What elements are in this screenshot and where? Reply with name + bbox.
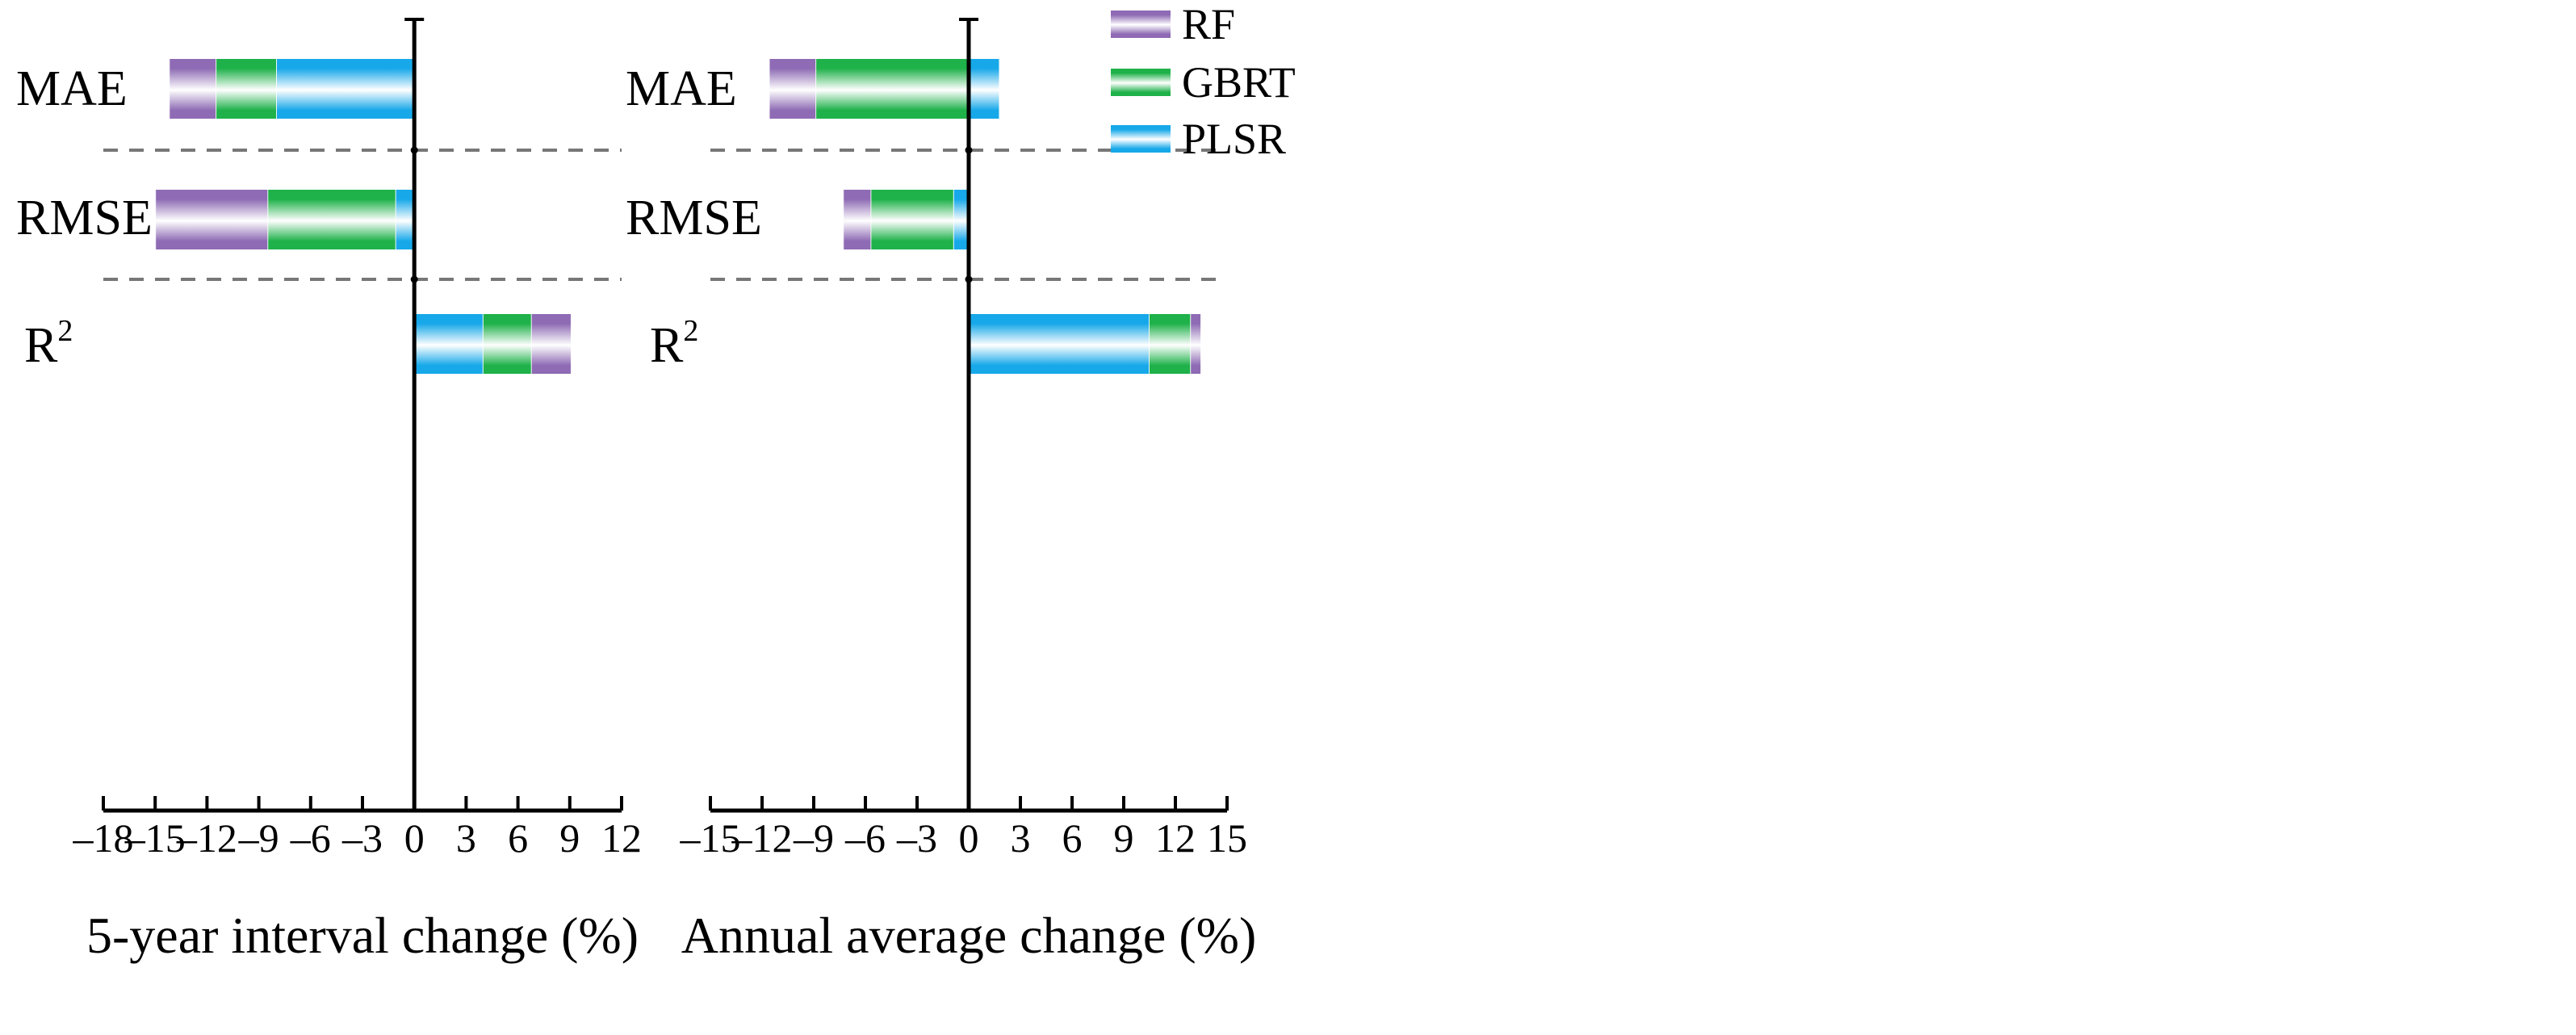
bar-plsr-r2	[414, 314, 484, 374]
x-tick-label: –9	[238, 815, 279, 861]
x-tick-label: –3	[341, 815, 383, 861]
legend-label-rf: RF	[1182, 0, 1235, 48]
legend-swatch-rf	[1111, 10, 1171, 38]
legend-swatch-gbrt	[1111, 69, 1171, 96]
category-label-r2: R2	[24, 314, 73, 373]
bar-plsr-rmse	[395, 190, 415, 249]
x-tick-label: –18	[73, 815, 134, 861]
bar-gbrt-rmse	[267, 190, 396, 249]
bar-rf-r2	[1191, 314, 1201, 374]
legend-label-plsr: PLSR	[1182, 115, 1286, 163]
category-label-rmse: RMSE	[16, 191, 153, 245]
legend-swatch-plsr	[1111, 125, 1171, 153]
x-tick-label: –15	[124, 815, 186, 861]
bar-gbrt-r2	[483, 314, 532, 374]
x-tick-label: 6	[508, 815, 528, 861]
bar-gbrt-rmse	[870, 190, 953, 249]
x-tick-label: –9	[793, 815, 834, 861]
x-tick-label: 9	[1114, 815, 1134, 861]
chart-panel-left: –18–15–12 –9 –6 –3 0 3 6 9 12 5-year interval cha…	[16, 18, 642, 964]
bar-rf-mae	[169, 59, 216, 119]
x-tick-label: –6	[290, 815, 331, 861]
x-tick-label: 0	[404, 815, 425, 861]
bar-plsr-mae	[276, 59, 415, 119]
x-tick-label: –6	[844, 815, 886, 861]
category-label-mae: MAE	[626, 61, 737, 116]
x-tick-label: 9	[559, 815, 580, 861]
x-tick-label: 3	[1011, 815, 1031, 861]
x-tick-label: 15	[1207, 815, 1247, 861]
bar-rf-rmse	[155, 190, 268, 249]
x-tick-label: –12	[176, 815, 237, 861]
x-tick-label: 0	[959, 815, 979, 861]
x-axis-title: Annual average change (%)	[681, 907, 1257, 964]
x-tick-label: –15	[680, 815, 741, 861]
bar-plsr-r2	[969, 314, 1150, 374]
x-tick-label: –12	[731, 815, 793, 861]
bar-plsr-rmse	[953, 190, 969, 249]
category-label-rmse: RMSE	[626, 191, 762, 245]
category-label-mae: MAE	[16, 61, 128, 116]
x-tick-label: 3	[456, 815, 476, 861]
bar-rf-mae	[769, 59, 816, 119]
category-label-r2: R2	[650, 314, 698, 373]
bar-gbrt-mae	[815, 59, 969, 119]
x-tick-label: 12	[601, 815, 642, 861]
bar-gbrt-mae	[216, 59, 276, 119]
x-tick-label: 12	[1155, 815, 1196, 861]
bar-rf-r2	[531, 314, 572, 374]
chart-panel-right: –15–12 –9 –6 –3 0 3 6 9 12 15 Annual average chang…	[626, 18, 1256, 964]
x-axis-title: 5-year interval change (%)	[86, 907, 639, 964]
legend: RF GBRT PLSR	[1111, 0, 1296, 163]
x-tick-label: 6	[1062, 815, 1083, 861]
x-tick-label: –3	[896, 815, 937, 861]
bar-gbrt-r2	[1150, 314, 1192, 374]
legend-label-gbrt: GBRT	[1182, 58, 1296, 107]
bar-rf-rmse	[843, 190, 871, 249]
bar-plsr-mae	[969, 59, 1000, 119]
